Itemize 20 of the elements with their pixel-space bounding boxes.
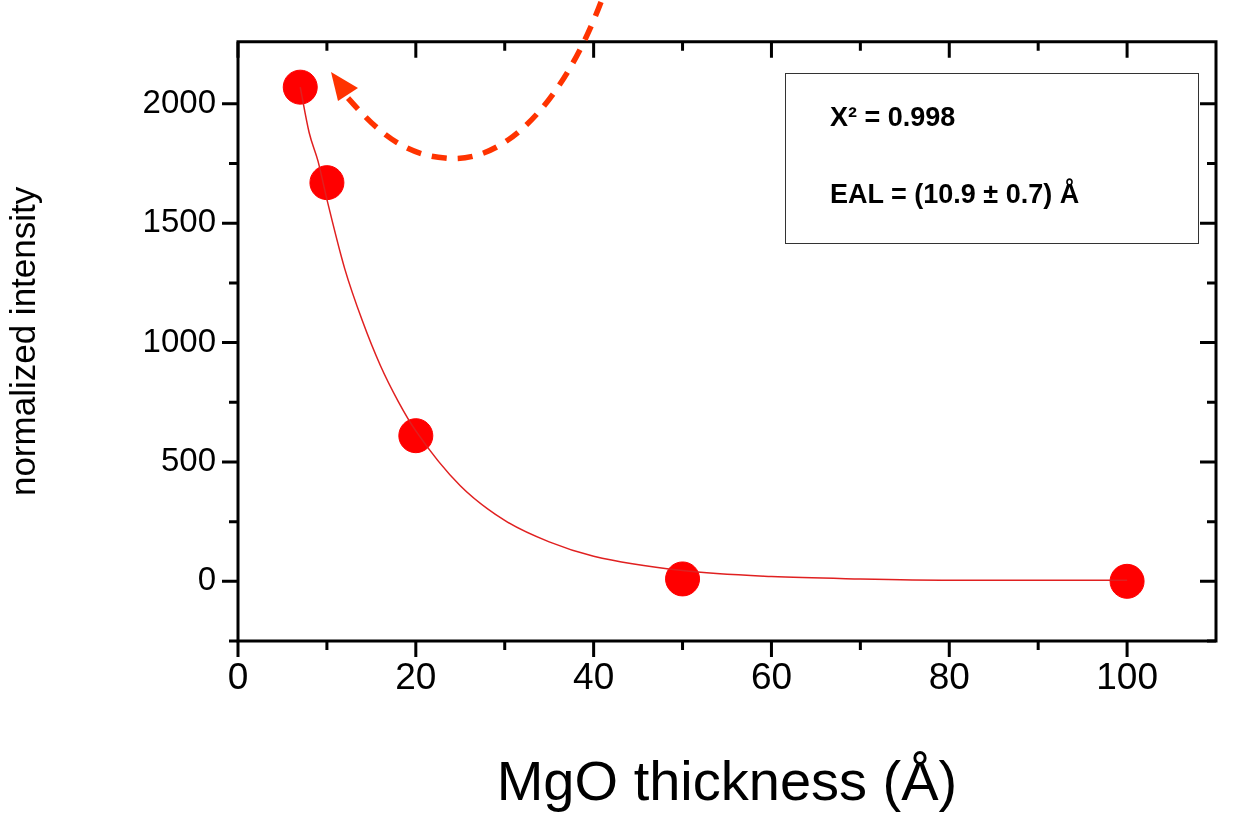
annotation: EAL = (10.9 ± 0.7) Å: [830, 179, 1080, 210]
y-tick-label: 500: [160, 441, 216, 479]
point: [398, 418, 434, 454]
point: [1109, 563, 1145, 599]
y-tick-label: 0: [197, 560, 216, 598]
x-tick-label: 20: [395, 656, 437, 698]
annotation: X² = 0.998: [830, 102, 956, 133]
y-tick-label: 1000: [142, 321, 216, 359]
x-tick-label: 100: [1096, 656, 1158, 698]
y-tick-label: 2000: [142, 82, 216, 120]
y-axis-title: normalized intensity: [2, 186, 42, 497]
x-tick-label: 40: [573, 656, 615, 698]
x-tick-label: 60: [750, 656, 793, 698]
y-tick-label: 1500: [142, 202, 216, 240]
point: [309, 165, 345, 201]
x-tick-label: 80: [928, 656, 970, 698]
point: [282, 69, 318, 105]
x-axis-title: MgO thickness (Å): [496, 748, 958, 812]
point: [665, 561, 701, 597]
x-tick-label: 0: [227, 656, 249, 698]
